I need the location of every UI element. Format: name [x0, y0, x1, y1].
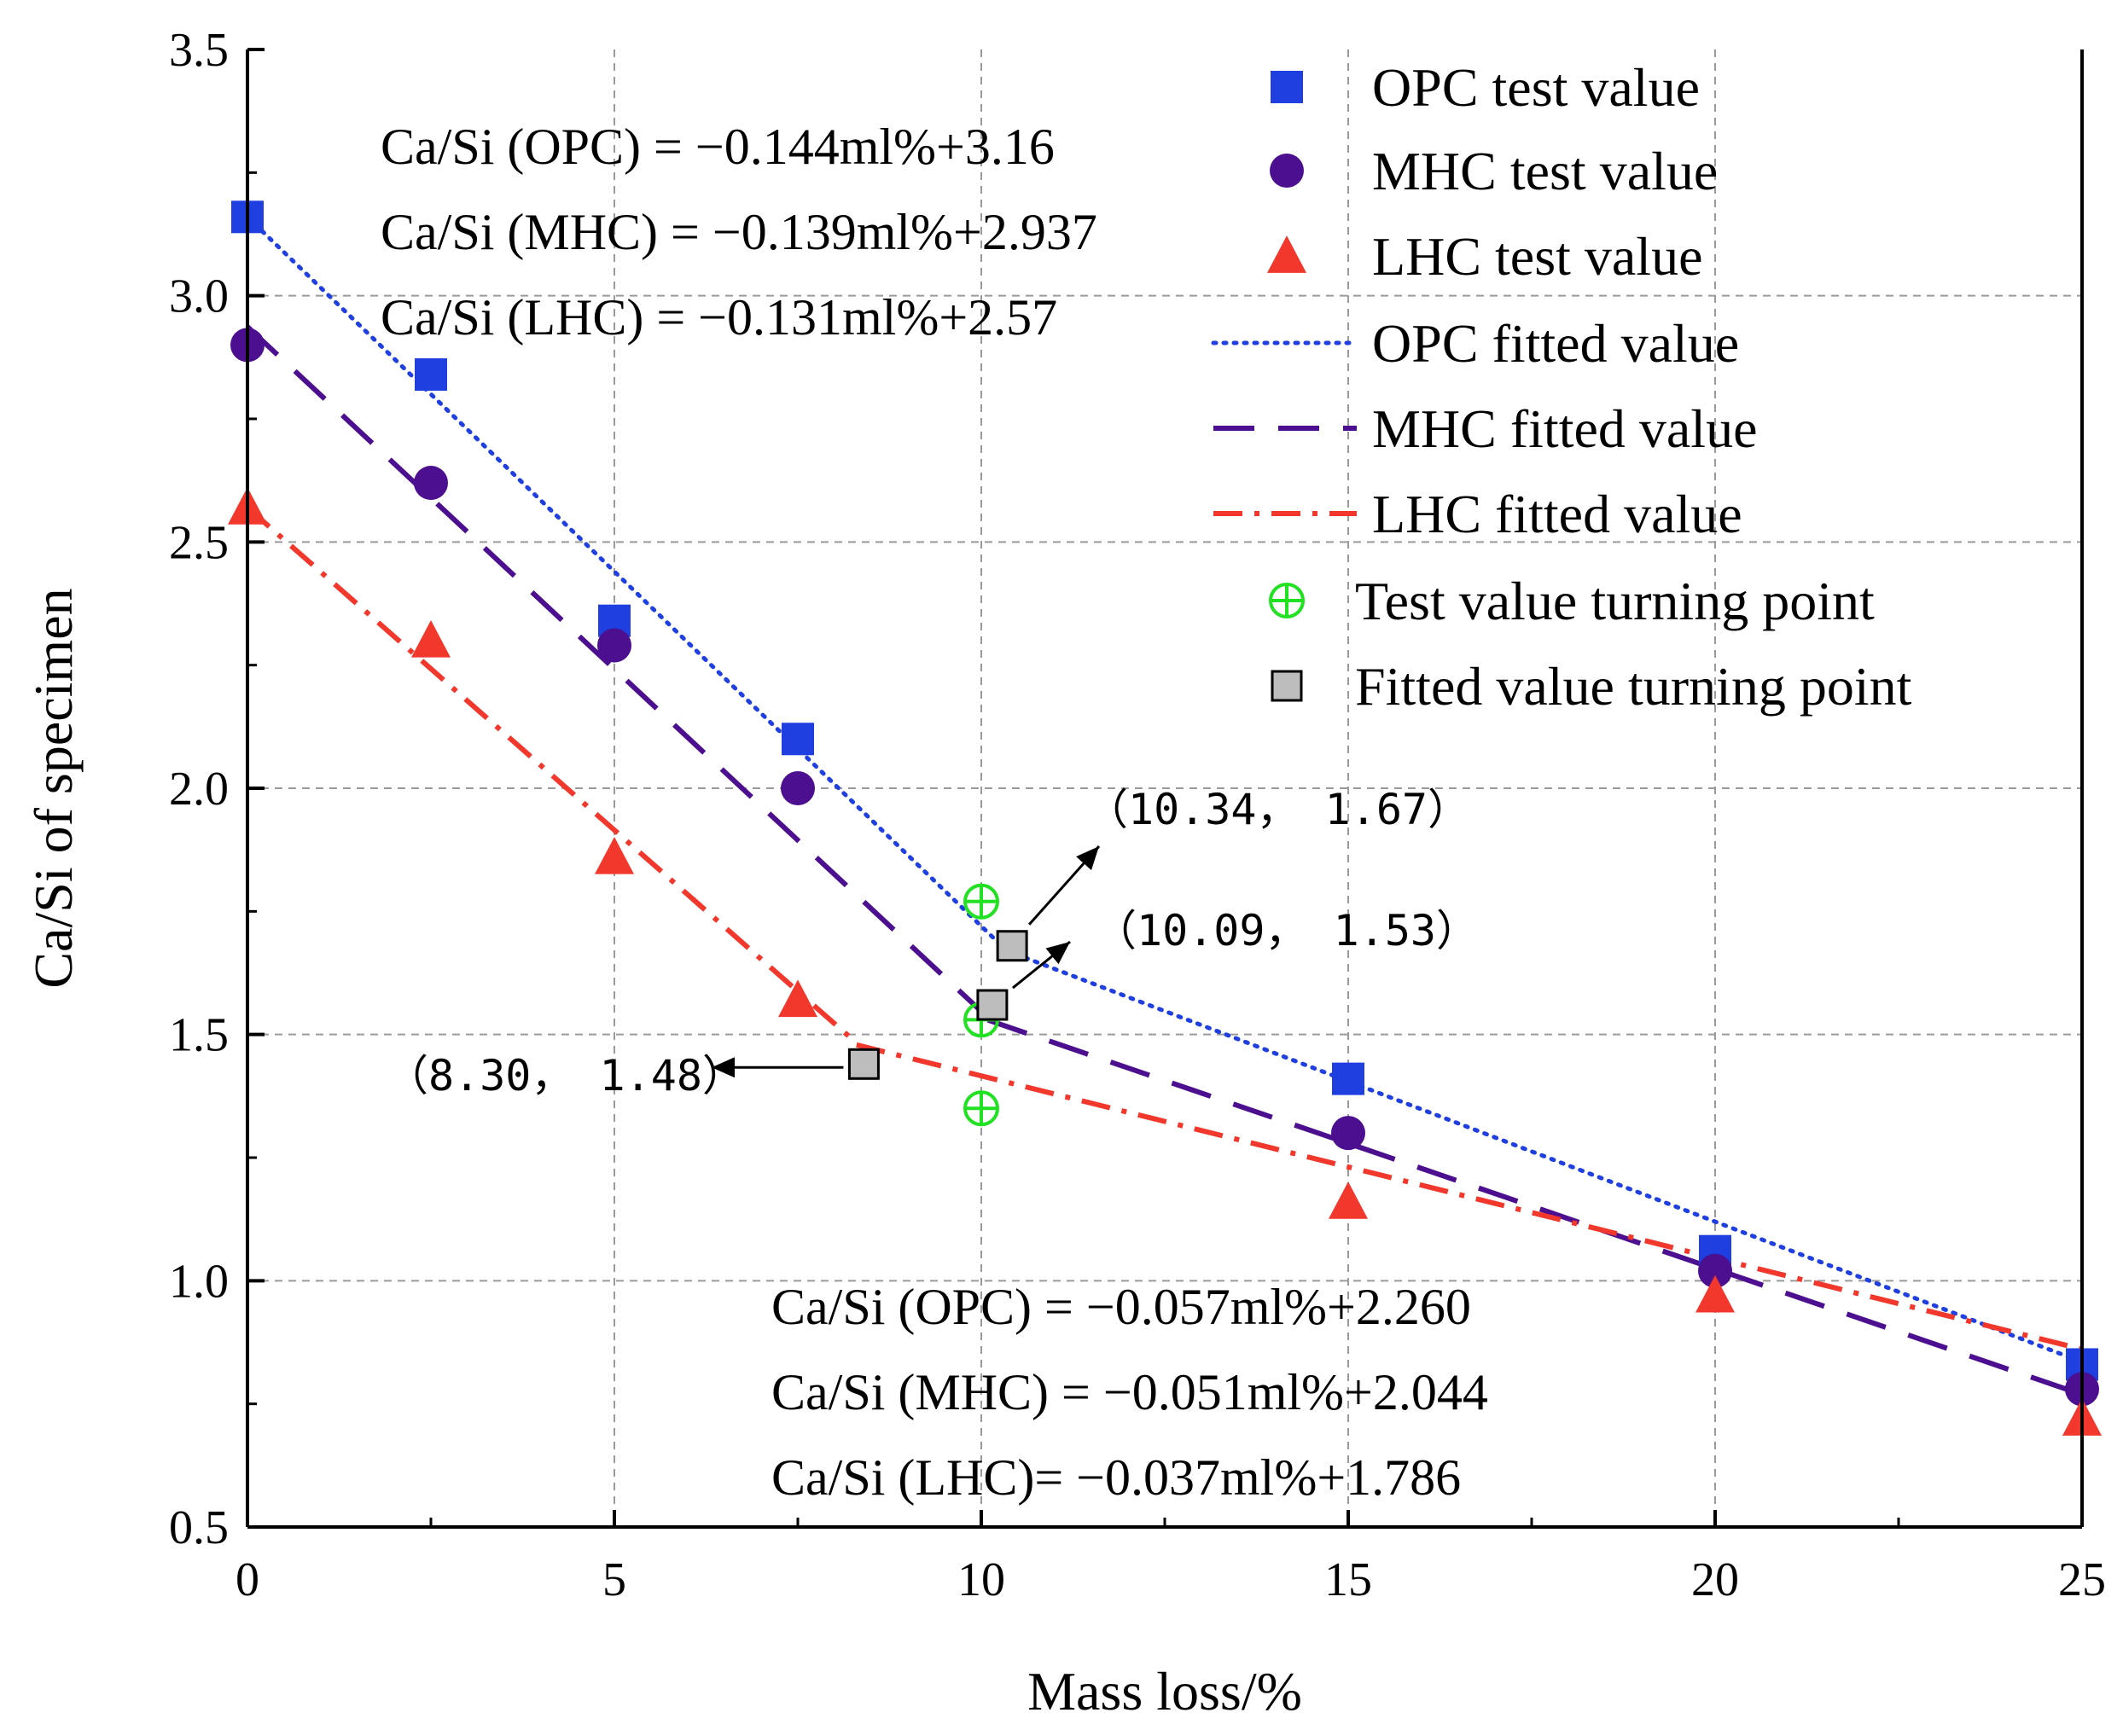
data-point-opc-test-value: [415, 358, 447, 392]
legend-item: Fitted value turning point: [1271, 656, 1912, 717]
x-tick-label: 15: [1324, 1553, 1372, 1606]
turning-point-arrow: [1028, 845, 1101, 926]
x-tick-label: 25: [2058, 1553, 2106, 1606]
legend-label: MHC test value: [1372, 141, 1718, 201]
legend-item: OPC fitted value: [1211, 313, 1739, 374]
y-tick-label: 1.0: [169, 1255, 229, 1308]
fitted-lines: [245, 214, 2085, 1397]
legend-label: Test value turning point: [1355, 571, 1875, 631]
data-point-mhc-test-value: [414, 466, 448, 501]
y-tick-label: 2.5: [169, 516, 229, 569]
y-tick-label: 3.5: [169, 24, 229, 77]
equation-upper: Ca/Si (MHC) = −0.139ml%+2.937: [381, 204, 1097, 260]
data-point-mhc-test-value: [1331, 1116, 1365, 1151]
data-point-mhc-test-value: [781, 771, 815, 805]
data-point-lhc-test-value: [1329, 1182, 1368, 1219]
fitted-line-lhc: [246, 505, 858, 1045]
x-axis-title: Mass loss/%: [1027, 1661, 1302, 1721]
data-point-opc-test-value: [1332, 1062, 1364, 1095]
x-tick-label: 5: [602, 1553, 626, 1606]
data-point-fitted-value-turning-point: [996, 930, 1028, 962]
legend-symbol: [1271, 670, 1303, 702]
fitted-line-opc: [245, 214, 1009, 953]
turning-point-label: （10.34， 1.67）: [1085, 785, 1470, 834]
data-point-lhc-test-value: [595, 836, 634, 874]
equation-upper: Ca/Si (LHC) = −0.131ml%+2.57: [381, 289, 1057, 345]
equation-upper: Ca/Si (OPC) = −0.144ml%+3.16: [381, 119, 1055, 175]
equation-lower: Ca/Si (MHC) = −0.051ml%+2.044: [771, 1364, 1488, 1420]
legend-label: OPC fitted value: [1372, 313, 1739, 374]
data-point-fitted-value-turning-point: [976, 989, 1009, 1021]
y-axis-title: Ca/Si of specimen: [23, 588, 84, 988]
fitted-line-mhc: [986, 1017, 2083, 1397]
legend-symbol: [1271, 71, 1303, 103]
fitted-line-mhc: [245, 324, 990, 1019]
data-point-fitted-value-turning-point: [847, 1048, 880, 1080]
data-point-opc-test-value: [782, 723, 814, 756]
equation-lower: Ca/Si (OPC) = −0.057ml%+2.260: [771, 1279, 1471, 1335]
legend-symbol: [1270, 154, 1304, 188]
equation-lower: Ca/Si (LHC)= −0.037ml%+1.786: [771, 1449, 1461, 1506]
data-point-lhc-test-value: [1695, 1274, 1735, 1313]
y-tick-label: 0.5: [169, 1501, 229, 1554]
x-tick-label: 0: [236, 1553, 259, 1606]
turning-point-label: （10.09， 1.53）: [1094, 906, 1479, 955]
y-tick-label: 3.0: [169, 270, 229, 323]
legend-item: MHC test value: [1270, 141, 1718, 201]
legend-label: MHC fitted value: [1372, 398, 1757, 459]
data-point-lhc-test-value: [778, 979, 817, 1018]
legend-symbol: [1269, 583, 1305, 618]
turning-point-label: （8.30， 1.48）: [386, 1051, 745, 1100]
legend-symbol: [1267, 235, 1306, 273]
fitted-line-lhc: [856, 1042, 2083, 1352]
axes: 0 5 10 15 20 25 0.5 1.0 1.5 2.0 2.5 3.0 3.5 Mass loss…: [23, 24, 2106, 1721]
data-point-test-value-turning-point: [963, 1090, 999, 1127]
data-point-test-value-turning-point: [963, 883, 999, 920]
x-tick-label: 20: [1691, 1553, 1739, 1606]
turning-point-arrow: [1011, 940, 1071, 990]
data-point-mhc-test-value: [597, 628, 631, 663]
legend-item: OPC test value: [1271, 57, 1700, 118]
legend-label: Fitted value turning point: [1355, 656, 1912, 717]
annotations: Ca/Si (OPC) = −0.144ml%+3.16 Ca/Si (MHC) …: [381, 119, 1488, 1506]
fitted-line-opc: [1003, 948, 2085, 1365]
grid: [247, 49, 2082, 1527]
legend-label: LHC test value: [1372, 226, 1702, 287]
x-tick-label: 10: [957, 1553, 1005, 1606]
y-tick-label: 1.5: [169, 1009, 229, 1062]
data-point-mhc-test-value: [1698, 1253, 1732, 1288]
legend-item: LHC fitted value: [1213, 484, 1742, 544]
legend-label: OPC test value: [1372, 57, 1700, 118]
y-tick-label: 2.0: [169, 763, 229, 816]
legend: OPC test value MHC test value LHC test val…: [1211, 57, 1912, 717]
legend-item: Test value turning point: [1269, 571, 1875, 631]
data-point-lhc-test-value: [411, 619, 451, 658]
legend-label: LHC fitted value: [1372, 484, 1742, 544]
legend-item: LHC test value: [1267, 226, 1702, 287]
legend-item: MHC fitted value: [1213, 398, 1757, 459]
